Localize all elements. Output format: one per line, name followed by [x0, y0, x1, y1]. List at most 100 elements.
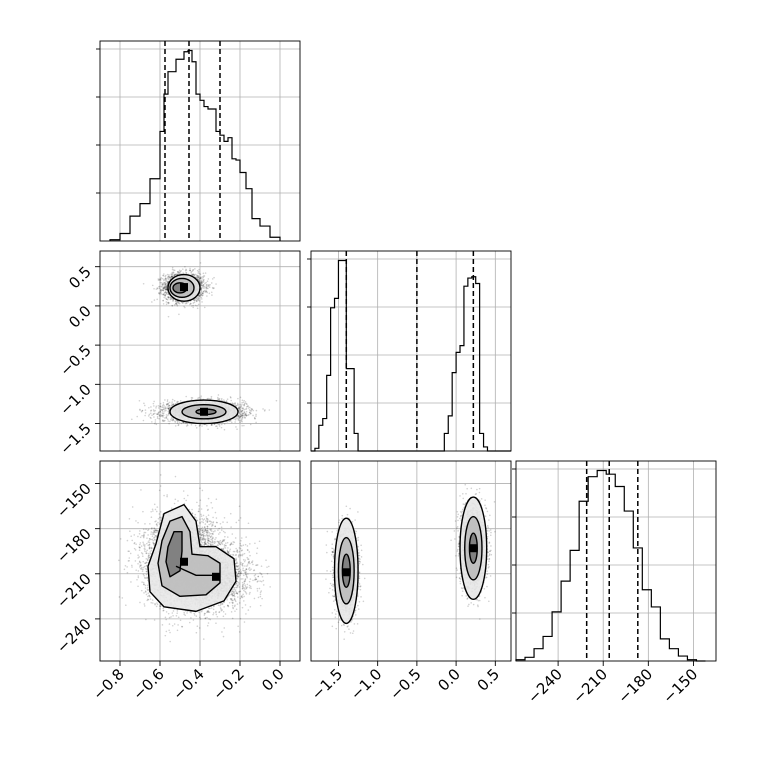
sample-point: [201, 301, 203, 303]
sample-point: [199, 273, 202, 276]
sample-point: [154, 421, 157, 423]
sample-point: [176, 270, 179, 273]
sample-point: [157, 404, 160, 407]
sample-point: [200, 281, 203, 284]
sample-point: [209, 283, 211, 286]
sample-point: [165, 280, 167, 283]
sample-point: [160, 415, 162, 418]
sample-point: [189, 303, 191, 306]
sample-point: [202, 284, 205, 287]
sample-point: [241, 415, 243, 417]
sample-point: [251, 408, 254, 411]
histogram-panel-p3: [512, 460, 717, 662]
sample-point: [176, 420, 179, 423]
sample-point: [236, 402, 239, 405]
sample-point: [240, 419, 243, 422]
sample-point: [143, 402, 145, 405]
sample-point: [169, 298, 172, 301]
sample-point: [177, 423, 180, 426]
sample-point: [165, 298, 168, 300]
sample-point: [175, 300, 177, 303]
sample-point: [171, 401, 173, 403]
sample-point: [167, 293, 169, 296]
sample-point: [171, 419, 174, 422]
sample-point: [168, 412, 170, 415]
sample-point: [177, 271, 179, 274]
sample-point: [171, 273, 174, 276]
sample-point: [171, 272, 174, 275]
sample-point: [241, 414, 243, 417]
sample-point: [242, 401, 245, 404]
sample-point: [172, 419, 175, 421]
sample-point: [182, 272, 184, 274]
sample-point: [203, 278, 205, 281]
sample-point: [201, 294, 203, 296]
sample-point: [139, 408, 141, 411]
sample-point: [199, 276, 202, 278]
sample-point: [169, 277, 171, 279]
sample-point: [192, 302, 195, 304]
sample-point: [174, 425, 177, 427]
sample-point: [164, 283, 167, 286]
sample-point: [207, 397, 210, 400]
sample-point: [164, 282, 166, 284]
sample-point: [199, 277, 201, 279]
sample-point: [142, 282, 145, 285]
sample-point: [218, 397, 221, 400]
sample-point: [164, 294, 167, 297]
sample-point: [163, 407, 166, 409]
sample-point: [148, 413, 151, 416]
sample-point: [236, 428, 238, 431]
sample-point: [168, 401, 171, 404]
sample-point: [248, 409, 251, 411]
sample-point: [194, 273, 197, 276]
sample-point: [177, 424, 180, 427]
sample-point: [184, 422, 187, 424]
sample-point: [220, 397, 223, 400]
sample-point: [205, 290, 207, 293]
sample-point: [200, 293, 203, 296]
sample-point: [161, 286, 164, 288]
sample-point: [176, 273, 178, 275]
sample-point: [172, 298, 175, 301]
sample-point: [223, 423, 226, 425]
sample-point: [186, 423, 189, 425]
sample-point: [158, 411, 160, 413]
sample-point: [207, 428, 209, 431]
sample-point: [162, 419, 164, 421]
sample-point: [187, 301, 189, 303]
sample-point: [162, 303, 165, 305]
sample-point: [263, 410, 266, 412]
sample-point: [165, 278, 167, 280]
sample-point: [191, 274, 194, 276]
sample-point: [178, 272, 181, 274]
sample-point: [172, 269, 175, 271]
sample-point: [171, 304, 174, 307]
histogram-step-line: [109, 49, 281, 241]
sample-point: [242, 412, 244, 415]
sample-point: [249, 411, 251, 414]
sample-point: [159, 409, 162, 411]
sample-point: [166, 399, 169, 401]
sample-point: [239, 413, 242, 416]
sample-point: [178, 271, 180, 274]
sample-point: [171, 268, 174, 271]
sample-point: [172, 300, 174, 302]
sample-point: [205, 286, 208, 289]
sample-point: [181, 268, 184, 270]
sample-point: [161, 289, 164, 291]
sample-point: [240, 415, 243, 418]
sample-point: [199, 424, 201, 426]
sample-point: [243, 399, 245, 402]
sample-point: [207, 278, 210, 280]
panel-frame: [310, 250, 512, 452]
sample-point: [199, 277, 202, 279]
sample-point: [236, 416, 238, 418]
grid-lines: [516, 461, 716, 661]
sample-point: [173, 274, 176, 276]
sample-point: [191, 270, 194, 272]
sample-point: [189, 267, 191, 270]
sample-point: [201, 280, 203, 283]
sample-point: [169, 420, 171, 423]
sample-point: [199, 277, 202, 280]
